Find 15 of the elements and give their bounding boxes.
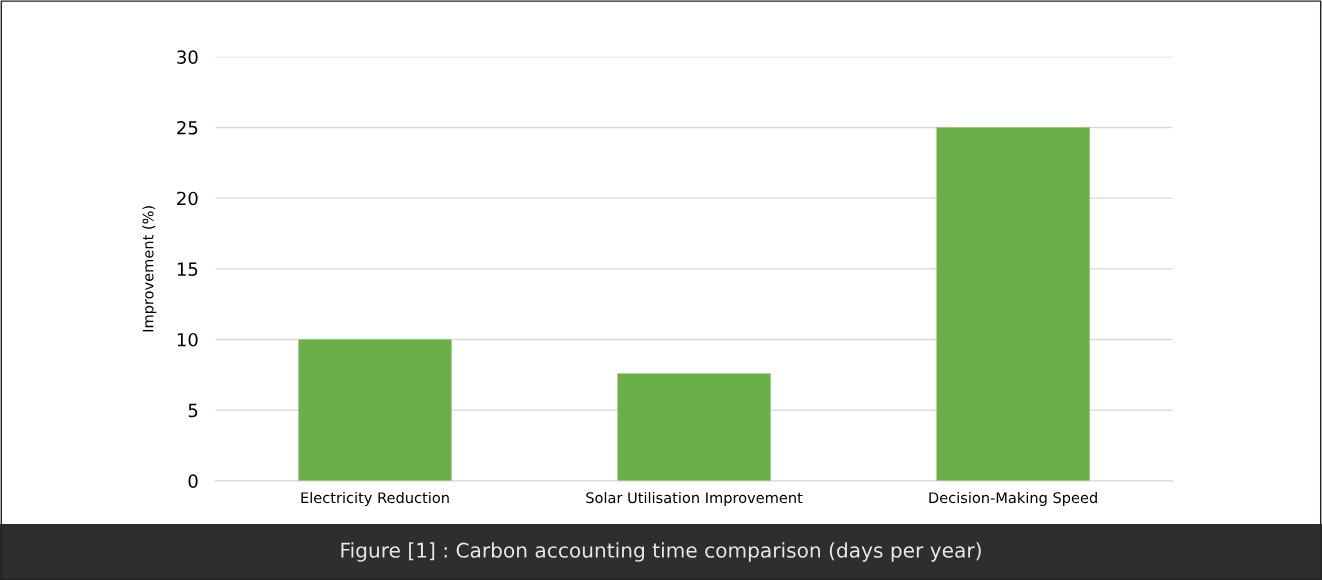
- x-tick-label: Solar Utilisation Improvement: [586, 491, 803, 507]
- bar: [936, 127, 1090, 481]
- y-tick-label: 30: [177, 50, 198, 64]
- y-tick-label: 0: [188, 474, 198, 488]
- y-tick-label: 25: [177, 120, 198, 135]
- y-tick-label: 10: [177, 332, 198, 347]
- x-tick-label: Decision-Making Speed: [929, 491, 1097, 507]
- bar: [617, 373, 771, 481]
- y-axis-title: Improvement (%): [142, 206, 157, 332]
- y-tick-label: 15: [177, 262, 198, 276]
- text: Figure [1] : Carbon accounting time comparison (days per year): [341, 542, 981, 562]
- x-tick-label: Electricity Reduction: [301, 491, 449, 507]
- y-tick-label: 20: [177, 191, 198, 206]
- bar: [298, 339, 452, 481]
- y-tick-label: 5: [188, 403, 198, 418]
